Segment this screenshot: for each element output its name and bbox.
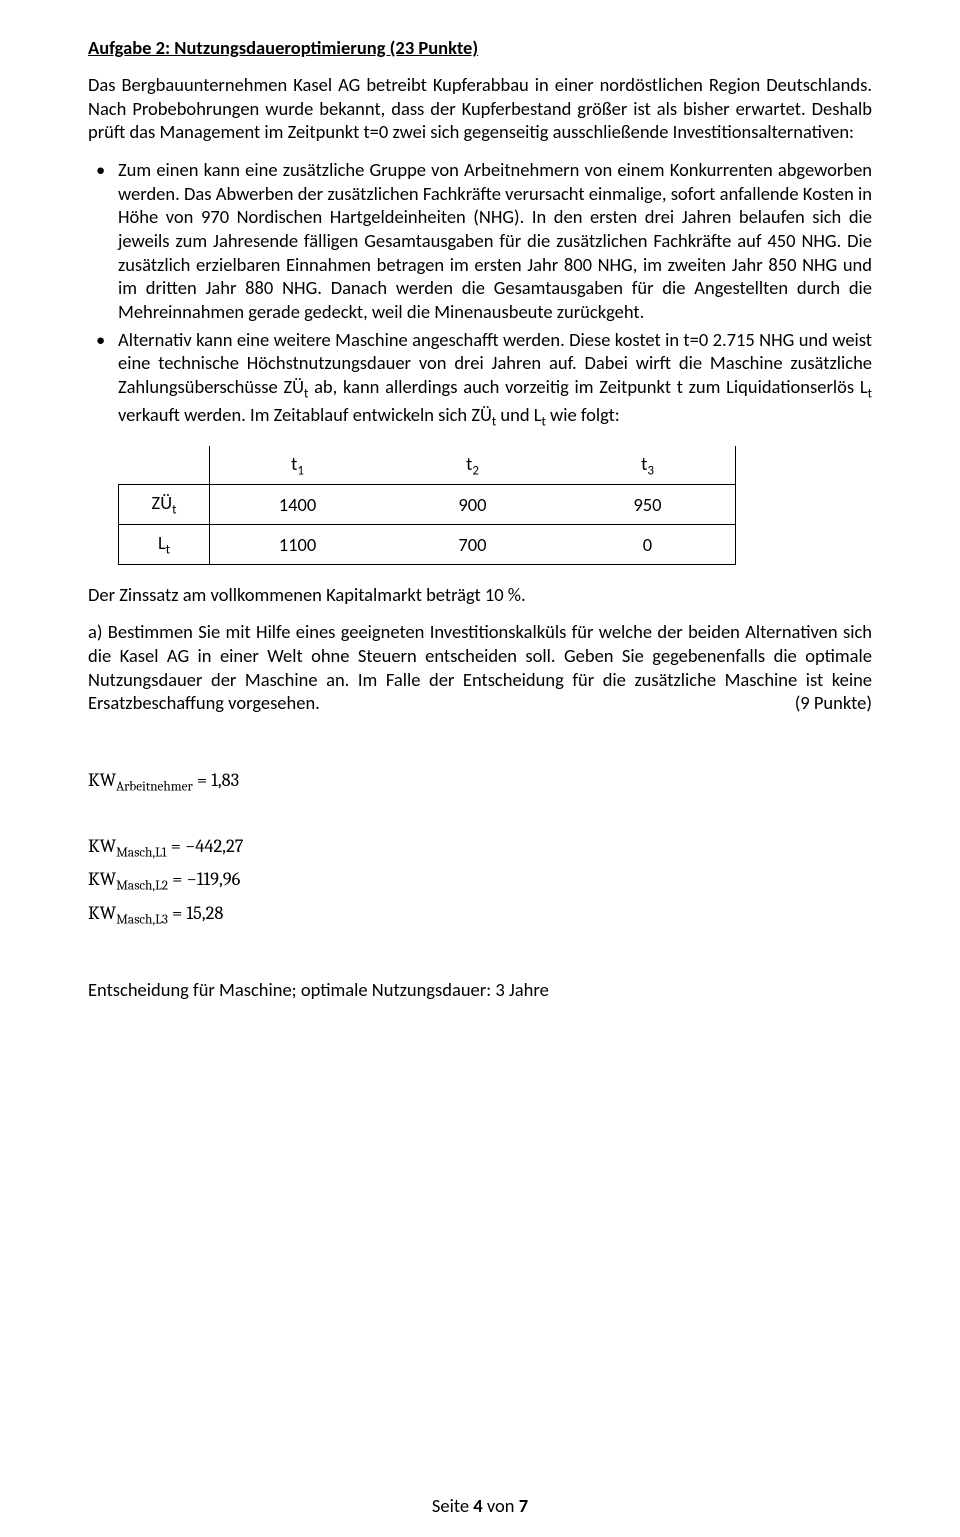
part-a-points: (9 Punkte) xyxy=(795,691,872,715)
f2-eq: = −442,27 xyxy=(167,835,244,857)
cell-22: 700 xyxy=(385,524,560,564)
f1-eq: = 1,83 xyxy=(193,769,239,791)
kw-masch-l3: KWMasch,L3 = 15,28 xyxy=(88,902,872,928)
cell-23: 0 xyxy=(560,524,736,564)
interest-rate-line: Der Zinssatz am vollkommenen Kapitalmark… xyxy=(88,583,872,607)
row1-label: ZÜt xyxy=(119,485,210,525)
bullet-1: Zum einen kann eine zusätzliche Gruppe v… xyxy=(88,158,872,324)
f3-lhs: KW xyxy=(88,868,116,890)
row2-label-sub: t xyxy=(166,543,170,558)
th-t1: t1 xyxy=(210,446,386,485)
footer-num: 4 xyxy=(473,1494,482,1517)
data-table: t1 t2 t3 ZÜt 1400 900 950 Lt 1100 700 0 xyxy=(118,446,736,565)
kw-arbeitnehmer: KWArbeitnehmer = 1,83 xyxy=(88,769,872,795)
cell-12: 900 xyxy=(385,485,560,525)
footer-total: 7 xyxy=(519,1494,528,1517)
part-a-body: a) Bestimmen Sie mit Hilfe eines geeigne… xyxy=(88,620,872,714)
footer-pre: Seite xyxy=(432,1494,473,1517)
f4-lhs: KW xyxy=(88,902,116,924)
row2-label-text: L xyxy=(158,531,166,554)
f3-sub: Masch,L2 xyxy=(116,879,168,894)
alternatives-list: Zum einen kann eine zusätzliche Gruppe v… xyxy=(88,158,872,432)
f3-eq: = −119,96 xyxy=(168,868,240,890)
formula-masch-block: KWMasch,L1 = −442,27 KWMasch,L2 = −119,9… xyxy=(88,835,872,928)
footer-post: von xyxy=(483,1494,519,1517)
formula-arbeitnehmer-block: KWArbeitnehmer = 1,83 xyxy=(88,769,872,795)
kw-masch-l2: KWMasch,L2 = −119,96 xyxy=(88,868,872,894)
f1-sub: Arbeitnehmer xyxy=(116,780,193,795)
bullet-2-text-b: ab, kann allerdings auch vorzeitig im Ze… xyxy=(308,375,867,398)
f2-sub: Masch,L1 xyxy=(116,845,167,860)
bullet-2-text-d: und L xyxy=(496,403,541,426)
row1-label-text: ZÜ xyxy=(152,491,173,514)
cell-11: 1400 xyxy=(210,485,386,525)
f1-lhs: KW xyxy=(88,769,116,791)
row1-label-sub: t xyxy=(172,503,176,518)
bullet-2: Alternativ kann eine weitere Maschine an… xyxy=(88,328,872,432)
th-t1-sub: 1 xyxy=(297,463,304,478)
cell-13: 950 xyxy=(560,485,736,525)
th-t3-sub: 3 xyxy=(647,463,654,478)
intro-paragraph: Das Bergbauunternehmen Kasel AG betreibt… xyxy=(88,73,872,144)
th-empty xyxy=(119,446,210,485)
f2-lhs: KW xyxy=(88,835,116,857)
kw-masch-l1: KWMasch,L1 = −442,27 xyxy=(88,835,872,861)
cell-21: 1100 xyxy=(210,524,386,564)
task-heading: Aufgabe 2: Nutzungsdaueroptimierung (23 … xyxy=(88,36,872,59)
th-t3: t3 xyxy=(560,446,736,485)
f4-eq: = 15,28 xyxy=(168,902,223,924)
l-sub: t xyxy=(868,387,872,402)
th-t2-sub: 2 xyxy=(472,463,479,478)
data-table-wrap: t1 t2 t3 ZÜt 1400 900 950 Lt 1100 700 0 xyxy=(118,446,872,565)
part-a-text: a) Bestimmen Sie mit Hilfe eines geeigne… xyxy=(88,620,872,715)
page-footer: Seite 4 von 7 xyxy=(0,1494,960,1517)
decision-line: Entscheidung für Maschine; optimale Nutz… xyxy=(88,978,872,1002)
th-t2: t2 xyxy=(385,446,560,485)
row2-label: Lt xyxy=(119,524,210,564)
bullet-2-text-e: wie folgt: xyxy=(546,403,620,426)
f4-sub: Masch,L3 xyxy=(116,913,168,928)
bullet-2-text-c: verkauft werden. Im Zeitablauf entwickel… xyxy=(118,403,492,426)
